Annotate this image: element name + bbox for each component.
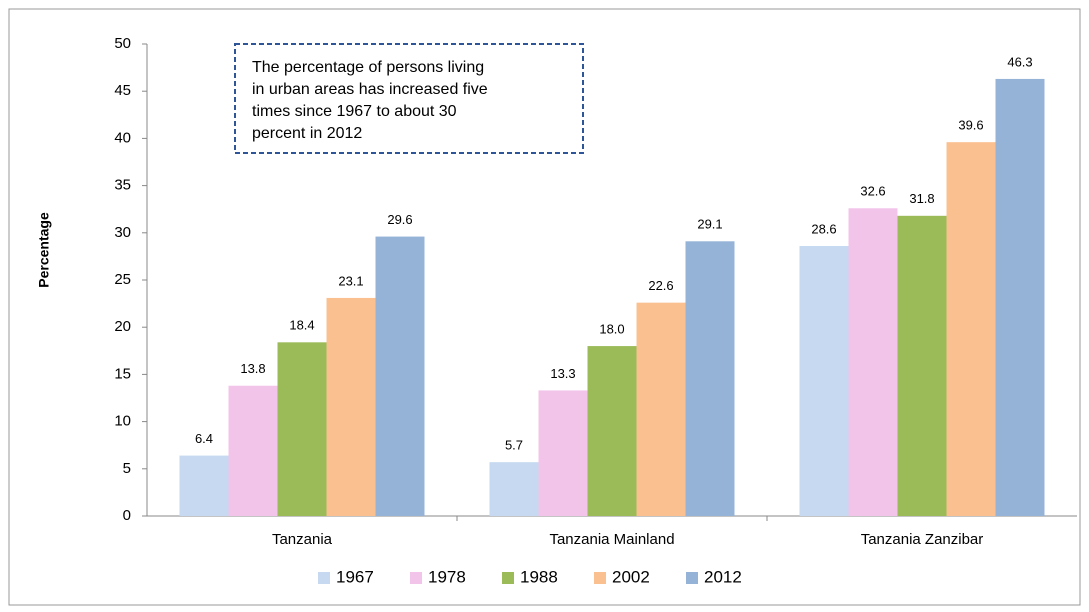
bar [179,455,229,516]
x-tick-label: Tanzania [272,531,333,548]
annotation-text: in urban areas has increased five [252,81,488,98]
bar [995,78,1045,516]
legend-label: 1967 [336,567,374,586]
y-tick-label: 30 [114,224,131,241]
y-axis-label: Percentage [36,212,52,288]
bar [326,297,376,516]
legend-label: 2002 [612,567,650,586]
value-label: 23.1 [338,273,363,288]
value-label: 29.1 [697,217,722,232]
bar [228,385,278,516]
value-label: 6.4 [195,431,213,446]
legend-label: 1988 [520,567,558,586]
value-label: 13.8 [240,361,265,376]
bar [587,346,637,516]
y-tick-label: 35 [114,177,131,194]
bar [375,236,425,517]
x-tick-label: Tanzania Zanzibar [861,531,984,548]
x-tick-label: Tanzania Mainland [549,531,674,548]
y-tick-label: 40 [114,129,131,146]
bar [489,462,539,516]
y-tick-label: 45 [114,82,131,99]
legend-swatch [318,572,330,584]
chart-frame [8,8,1081,606]
value-label: 22.6 [648,278,673,293]
value-label: 46.3 [1007,54,1032,69]
bar [636,302,686,516]
bar [848,208,898,517]
value-label: 13.3 [550,366,575,381]
value-label: 31.8 [909,191,934,206]
legend-swatch [686,572,698,584]
value-label: 32.6 [860,184,885,199]
y-tick-label: 15 [114,365,131,382]
value-label: 18.0 [599,322,624,337]
bar [277,342,327,516]
bar [799,246,849,517]
bar [685,241,735,516]
y-tick-label: 20 [114,318,131,335]
y-tick-label: 10 [114,413,131,430]
y-tick-label: 5 [123,460,131,477]
value-label: 39.6 [958,118,983,133]
y-tick-label: 25 [114,271,131,288]
legend-label: 2012 [704,567,742,586]
value-label: 28.6 [811,221,836,236]
annotation-text: The percentage of persons living [252,59,484,76]
bar [897,215,947,517]
legend-swatch [410,572,422,584]
value-label: 18.4 [289,318,314,333]
legend-swatch [594,572,606,584]
legend-swatch [502,572,514,584]
bar [538,390,588,516]
y-tick-label: 50 [114,35,131,52]
value-label: 29.6 [387,212,412,227]
annotation-text: times since 1967 to about 30 [252,103,457,120]
bar [946,142,996,516]
annotation-box [234,43,584,154]
value-label: 5.7 [505,438,523,453]
y-tick-label: 0 [123,507,131,524]
annotation-text: percent in 2012 [252,125,362,142]
legend-label: 1978 [428,567,466,586]
